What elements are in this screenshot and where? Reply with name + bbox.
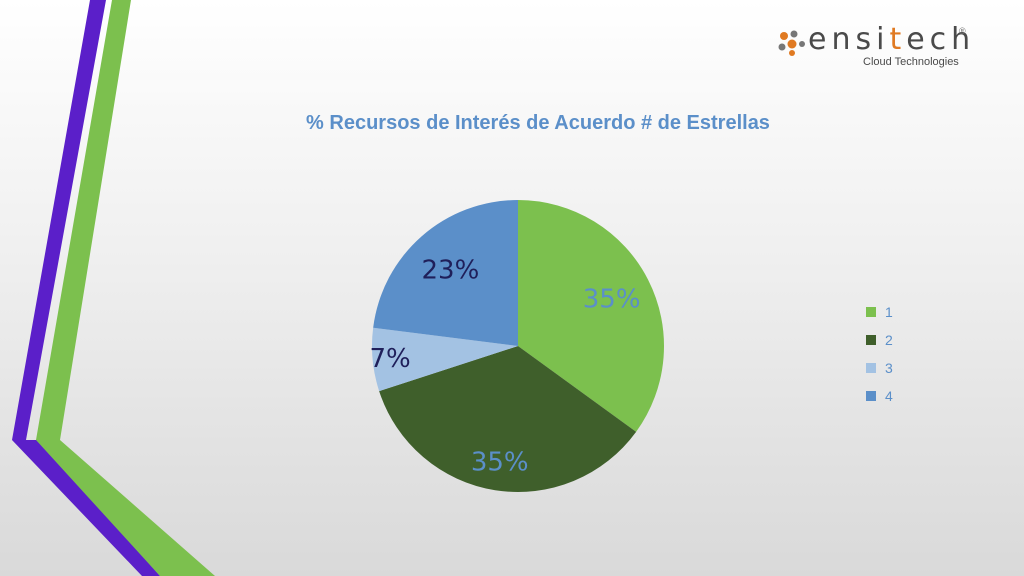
legend-item-1: 1 [866,298,893,326]
company-logo: ensitech ® Cloud Technologies [778,22,978,74]
pie-data-label-4: 23% [422,255,480,285]
legend-swatch-3 [866,363,876,373]
legend-swatch-4 [866,391,876,401]
registered-mark: ® [959,26,966,36]
legend-swatch-1 [866,307,876,317]
legend-swatch-2 [866,335,876,345]
legend-label-1: 1 [885,304,893,320]
logo-mark-icon [778,30,805,56]
pie-slice-4 [373,200,518,346]
purple-stripe [12,0,160,576]
legend-label-3: 3 [885,360,893,376]
green-stripe [36,0,215,576]
logo-wordmark: ensitech [808,22,976,57]
pie-data-label-2: 35% [471,447,529,477]
chart-legend: 1 2 3 4 [866,298,893,410]
legend-item-4: 4 [866,382,893,410]
logo-tagline: Cloud Technologies [863,56,959,68]
pie-data-label-1: 35% [583,284,641,314]
legend-item-2: 2 [866,326,893,354]
legend-label-2: 2 [885,332,893,348]
legend-item-3: 3 [866,354,893,382]
pie-slice-1 [518,200,664,432]
pie-slice-2 [379,346,637,492]
pie-data-label-3: 7% [369,344,410,374]
legend-label-4: 4 [885,388,893,404]
chart-title: % Recursos de Interés de Acuerdo # de Es… [306,112,770,134]
pie-slice-3 [372,327,518,392]
